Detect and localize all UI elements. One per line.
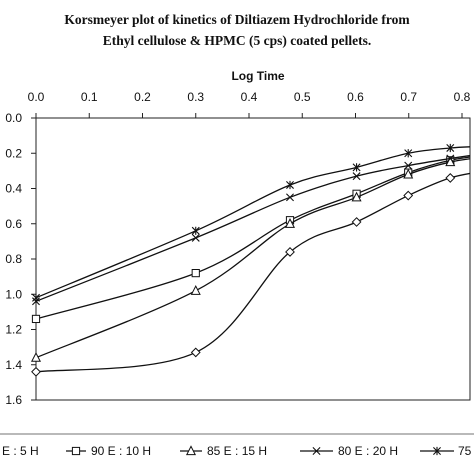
star-marker <box>446 143 455 153</box>
x-marker <box>404 161 413 170</box>
plot-area-border <box>35 117 471 401</box>
star-marker <box>32 293 40 302</box>
y-tick-label: 1.2 <box>5 323 22 337</box>
diamond-marker <box>351 217 362 227</box>
triangle-marker <box>403 168 414 179</box>
y-tick-label: 1.0 <box>5 287 22 301</box>
square-marker <box>71 446 81 456</box>
triangle-marker <box>284 218 296 228</box>
y-tick-label: 1.4 <box>5 358 22 372</box>
legend-label: 75 <box>458 444 472 458</box>
x-tick-label: 0.2 <box>134 90 151 104</box>
x-tick-label: 0.7 <box>400 90 417 104</box>
diamond-marker <box>31 366 41 377</box>
diamond-marker <box>403 190 414 201</box>
x-tick-label: 0.3 <box>187 90 204 104</box>
star-marker <box>286 180 294 190</box>
triangle-marker <box>30 352 42 362</box>
y-tick-label: 0.0 <box>5 111 22 125</box>
star-marker <box>433 446 441 456</box>
y-tick-label: 0.2 <box>5 146 22 160</box>
y-tick-label: 0.6 <box>5 217 22 231</box>
diamond-marker <box>285 247 295 257</box>
y-tick-label: 0.8 <box>5 252 22 266</box>
square-marker <box>191 269 200 278</box>
x-tick-label: 0.1 <box>81 90 98 104</box>
x-tick-label: 0.0 <box>28 90 45 104</box>
y-tick-label: 0.4 <box>5 182 22 196</box>
series-line <box>36 146 470 299</box>
x-tick-label: 0.4 <box>241 90 258 104</box>
series-line <box>36 154 470 302</box>
x-marker <box>286 193 294 202</box>
series-line <box>36 172 470 373</box>
triangle-marker <box>351 191 362 202</box>
square-marker <box>31 314 41 324</box>
legend-label: 80 E : 20 H <box>338 444 398 458</box>
series-line <box>36 158 470 359</box>
x-marker <box>352 172 361 181</box>
legend-label: E : 5 H <box>2 444 39 458</box>
y-tick-label: 1.6 <box>5 393 22 407</box>
chart-title-line-1: Korsmeyer plot of kinetics of Diltiazem … <box>64 12 410 27</box>
x-tick-label: 0.6 <box>347 90 364 104</box>
x-tick-label: 0.8 <box>454 90 471 104</box>
triangle-marker <box>185 445 197 456</box>
triangle-marker <box>445 156 456 167</box>
x-marker <box>312 447 321 455</box>
diamond-marker <box>190 347 201 358</box>
chart-title-line-2: Ethyl cellulose & HPMC (5 cps) coated pe… <box>102 33 372 48</box>
legend-label: 90 E : 10 H <box>91 444 151 458</box>
x-tick-label: 0.5 <box>294 90 311 104</box>
diamond-marker <box>445 173 456 183</box>
triangle-marker <box>190 285 201 295</box>
star-marker <box>352 163 361 172</box>
star-marker <box>191 226 200 235</box>
x-marker <box>446 154 455 163</box>
legend-label: 85 E : 15 H <box>207 444 267 458</box>
star-marker <box>404 149 413 158</box>
x-axis-title: Log Time <box>231 69 284 83</box>
x-marker <box>191 233 200 242</box>
